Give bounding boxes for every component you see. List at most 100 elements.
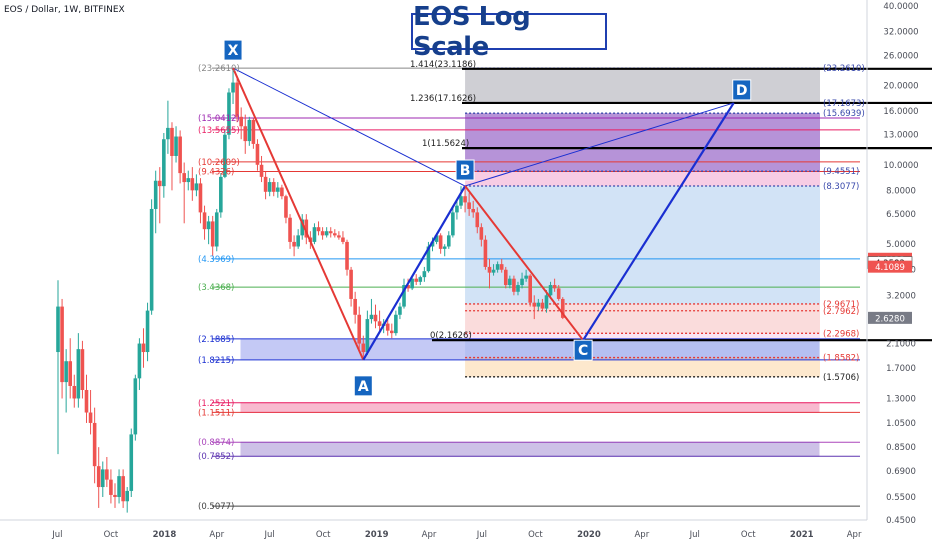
candle-body bbox=[125, 490, 130, 502]
time-tick: Oct bbox=[104, 530, 119, 540]
extension-label: 1(11.5624) bbox=[422, 139, 469, 149]
candle-body bbox=[186, 178, 191, 183]
candle-body bbox=[389, 330, 394, 334]
point-label-x: X bbox=[228, 43, 239, 59]
fib-label-far: (1.5706) bbox=[823, 373, 859, 383]
candle-body bbox=[174, 136, 178, 156]
price-tick: 0.4500 bbox=[886, 516, 916, 526]
price-tick: 2.1000 bbox=[886, 340, 916, 350]
chart-title: EOS Log Scale bbox=[413, 1, 531, 62]
candle-body bbox=[157, 180, 162, 187]
time-tick: 2019 bbox=[365, 530, 389, 540]
candle-body bbox=[528, 275, 532, 303]
symbol-label: EOS / Dollar, 1W, BITFINEX bbox=[4, 5, 125, 15]
candle-body bbox=[137, 343, 142, 379]
candle-body bbox=[235, 82, 239, 117]
candle-body bbox=[202, 212, 207, 230]
candle-body bbox=[491, 269, 496, 273]
fib-label-far: (23.2610) bbox=[823, 64, 865, 74]
candle-body bbox=[190, 178, 195, 191]
candle-body bbox=[556, 288, 561, 299]
price-tag-bg bbox=[868, 311, 912, 324]
pattern-leg-xa bbox=[232, 67, 365, 361]
point-marker-c bbox=[573, 339, 593, 361]
fib-label-left: (15.0412) bbox=[198, 114, 240, 124]
candle-body bbox=[495, 264, 500, 270]
zone-red bbox=[465, 303, 820, 334]
candle-body bbox=[263, 176, 268, 192]
candle-body bbox=[328, 231, 333, 234]
candle-body bbox=[324, 231, 329, 236]
zone-grey bbox=[465, 68, 820, 103]
price-tick: 10.0000 bbox=[883, 161, 918, 171]
candle-body bbox=[455, 205, 459, 213]
candle-body bbox=[267, 182, 272, 192]
time-tick: Oct bbox=[316, 530, 331, 540]
time-tick: Jul bbox=[51, 530, 62, 540]
fib-label-far: (8.3077) bbox=[823, 182, 859, 192]
candle-body bbox=[64, 361, 68, 383]
candle-body bbox=[442, 246, 447, 249]
pattern-leg-bc bbox=[464, 185, 584, 341]
candle-body bbox=[487, 266, 492, 273]
candle-body bbox=[410, 278, 414, 289]
candle-body bbox=[247, 119, 252, 142]
candle-body bbox=[117, 476, 121, 498]
candle-body bbox=[231, 82, 235, 93]
fib-box bbox=[240, 441, 820, 457]
fib-label-left: (23.2610) bbox=[198, 64, 240, 74]
candle-body bbox=[68, 361, 73, 386]
candle-body bbox=[451, 212, 455, 236]
candle-body bbox=[100, 469, 105, 488]
candle-body bbox=[109, 479, 113, 495]
candle-body bbox=[398, 306, 402, 315]
fib-label-left: (0.8874) bbox=[198, 438, 234, 448]
candle-body bbox=[271, 182, 276, 192]
fib-box bbox=[240, 338, 820, 361]
price-tick: 3.2000 bbox=[886, 291, 916, 301]
candle-body bbox=[467, 202, 471, 209]
zone-violet bbox=[465, 333, 820, 341]
time-tick: Jul bbox=[264, 530, 275, 540]
fib-label-far: (17.1673) bbox=[823, 99, 865, 109]
fib-box bbox=[240, 402, 820, 413]
candle-body bbox=[227, 92, 231, 135]
candle-body bbox=[373, 314, 378, 322]
candle-body bbox=[251, 119, 256, 144]
price-tick: 0.8500 bbox=[886, 443, 916, 453]
fib-label-far: (9.4551) bbox=[823, 167, 859, 177]
fib-label-far: (2.7962) bbox=[823, 307, 859, 317]
candle-body bbox=[349, 269, 353, 299]
candle-body bbox=[536, 302, 541, 307]
candle-body bbox=[463, 196, 467, 203]
candle-body bbox=[153, 180, 158, 209]
candle-body bbox=[422, 271, 427, 278]
candle-body bbox=[406, 285, 410, 289]
candle-body bbox=[206, 221, 211, 230]
candle-body bbox=[145, 310, 150, 353]
candle-body bbox=[320, 231, 325, 236]
candle-body bbox=[219, 176, 223, 213]
time-tick: Apr bbox=[847, 530, 862, 540]
candle-body bbox=[459, 196, 463, 206]
fib-label-left: (1.1511) bbox=[198, 408, 234, 418]
zone-orange bbox=[465, 357, 820, 377]
fib-label-far: (15.6939) bbox=[823, 109, 865, 119]
candle-body bbox=[357, 314, 362, 344]
pattern-leg-ab bbox=[362, 185, 467, 361]
candle-body bbox=[80, 349, 85, 390]
candle-body bbox=[369, 314, 374, 320]
candle-body bbox=[121, 476, 125, 502]
fib-label-left: (1.2521) bbox=[198, 399, 234, 409]
candle-body bbox=[426, 246, 431, 272]
point-marker-x bbox=[223, 39, 243, 61]
candle-body bbox=[402, 285, 406, 307]
time-tick: Jul bbox=[476, 530, 487, 540]
candle-body bbox=[475, 212, 480, 228]
price-tick: 0.5500 bbox=[886, 493, 916, 503]
candle-body bbox=[284, 196, 288, 218]
candle-body bbox=[471, 208, 476, 213]
extension-label: 0(2.1626) bbox=[430, 331, 472, 341]
fib-label-far: (2.2968) bbox=[823, 329, 859, 339]
